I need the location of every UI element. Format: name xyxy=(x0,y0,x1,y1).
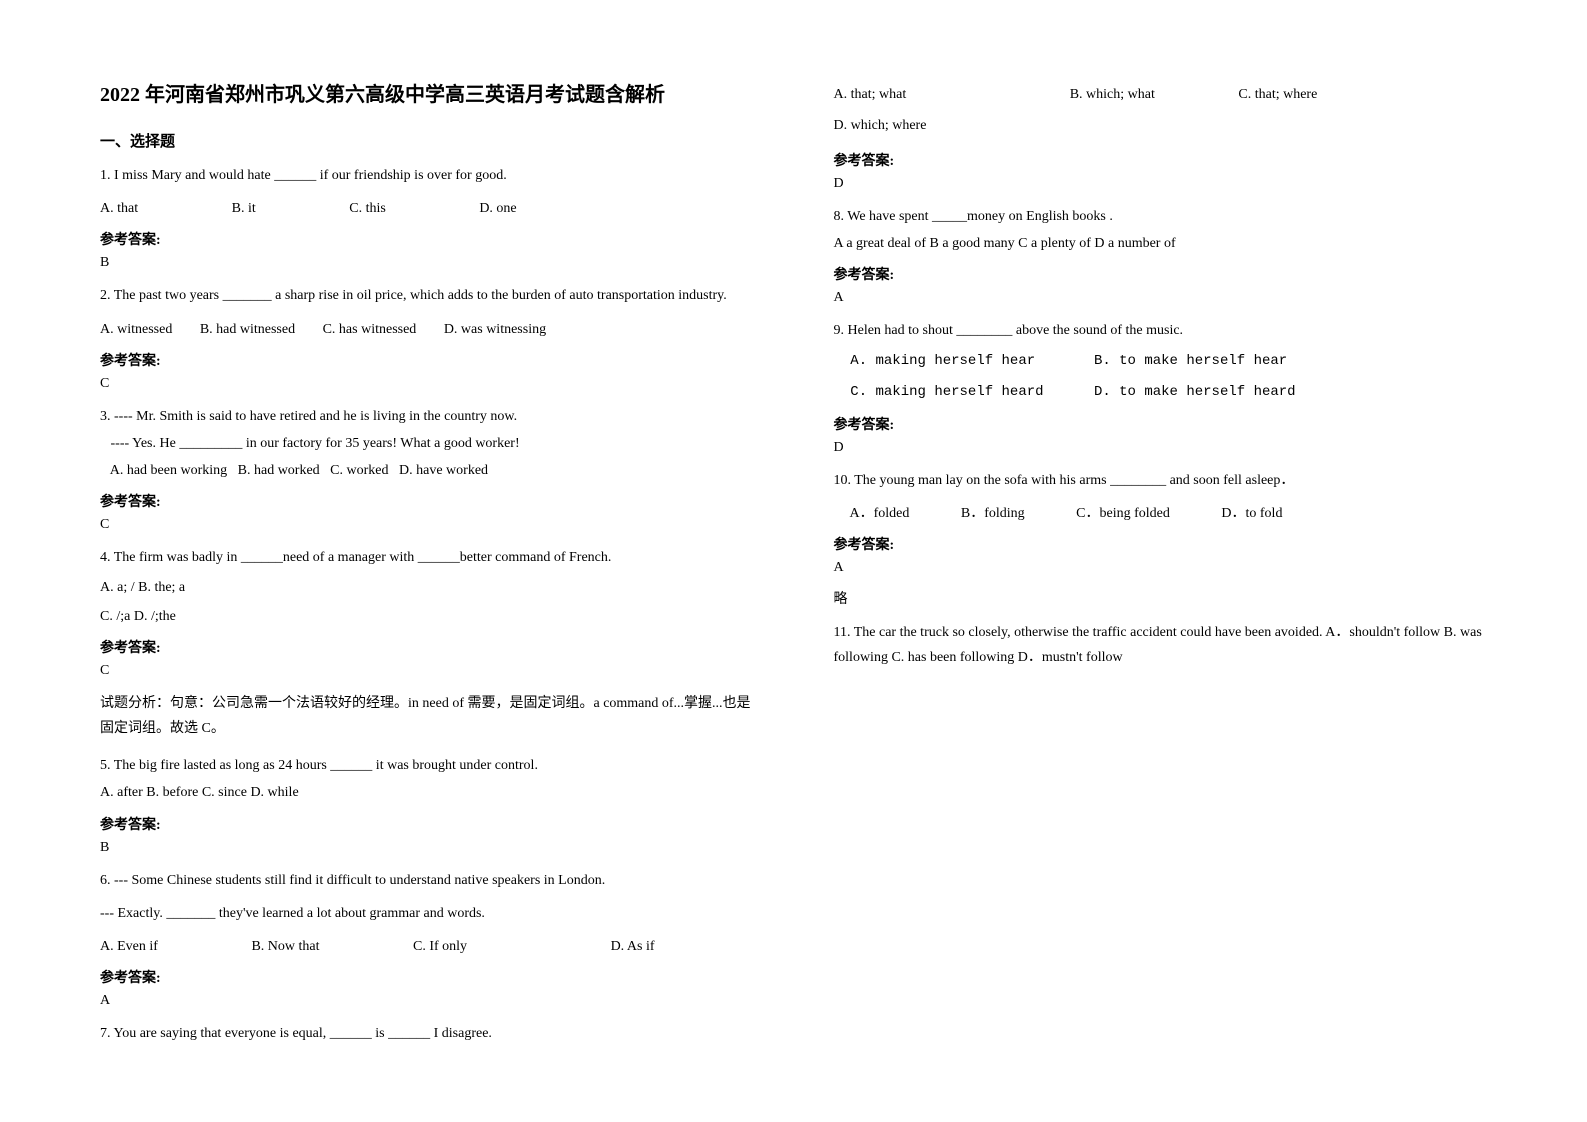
q1-opt-b: B. it xyxy=(232,196,256,221)
q10-opt-c: C．being folded xyxy=(1076,501,1170,526)
exam-title: 2022 年河南省郑州市巩义第六高级中学高三英语月考试题含解析 xyxy=(100,80,754,110)
q1-opt-d: D. one xyxy=(479,196,516,221)
q4-line2: A. a; / B. the; a xyxy=(100,575,754,600)
q5-answer: B xyxy=(100,840,754,856)
q1-opt-c: C. this xyxy=(349,196,386,221)
q3-line2: ---- Yes. He _________ in our factory fo… xyxy=(100,431,754,456)
q6-opt-a: A. Even if xyxy=(100,934,158,959)
q5-options: A. after B. before C. since D. while xyxy=(100,780,754,805)
q4-text: 4. The firm was badly in ______need of a… xyxy=(100,545,754,570)
q3-line1: 3. ---- Mr. Smith is said to have retire… xyxy=(100,404,754,429)
q7-opt-b: B. which; what xyxy=(1070,80,1155,111)
page-container: 2022 年河南省郑州市巩义第六高级中学高三英语月考试题含解析 一、选择题 1.… xyxy=(100,80,1487,1082)
q6-options: A. Even if B. Now that C. If only D. As … xyxy=(100,934,754,959)
q4-answer-label: 参考答案: xyxy=(100,637,754,657)
q3-line3: A. had been working B. had worked C. wor… xyxy=(100,458,754,483)
q2-opt-b: B. had witnessed xyxy=(200,317,295,342)
q2-options: A. witnessed B. had witnessed C. has wit… xyxy=(100,317,754,342)
q6-line2: --- Exactly. _______ they've learned a l… xyxy=(100,901,754,926)
q10-answer-label: 参考答案: xyxy=(834,534,1488,554)
q7-options: A. that; what B. which; what C. that; wh… xyxy=(834,80,1488,142)
q8-answer-label: 参考答案: xyxy=(834,264,1488,284)
q7-opt-a: A. that; what xyxy=(834,80,907,111)
q4-explanation: 试题分析：句意：公司急需一个法语较好的经理。in need of 需要，是固定词… xyxy=(100,691,754,741)
q1-answer-label: 参考答案: xyxy=(100,229,754,249)
q7-text: 7. You are saying that everyone is equal… xyxy=(100,1021,754,1046)
section-header: 一、选择题 xyxy=(100,130,754,151)
q1-text: 1. I miss Mary and would hate ______ if … xyxy=(100,163,754,188)
q10-text: 10. The young man lay on the sofa with h… xyxy=(834,468,1488,493)
q2-opt-c: C. has witnessed xyxy=(323,317,417,342)
q9-answer: D xyxy=(834,440,1488,456)
q4-answer: C xyxy=(100,663,754,679)
q7-opt-c: C. that; where xyxy=(1238,80,1317,111)
q10-opt-d: D．to fold xyxy=(1221,501,1282,526)
q1-opt-a: A. that xyxy=(100,196,138,221)
q3-answer: C xyxy=(100,517,754,533)
q10-options: A．folded B．folding C．being folded D．to f… xyxy=(834,501,1488,526)
q10-answer: A xyxy=(834,560,1488,576)
q8-text: 8. We have spent _____money on English b… xyxy=(834,204,1488,229)
q2-opt-a: A. witnessed xyxy=(100,317,172,342)
q6-line1: 6. --- Some Chinese students still find … xyxy=(100,868,754,893)
q9-text: 9. Helen had to shout ________ above the… xyxy=(834,318,1488,343)
q10-note: 略 xyxy=(834,588,1488,608)
q5-text: 5. The big fire lasted as long as 24 hou… xyxy=(100,753,754,778)
q11-text: 11. The car the truck so closely, otherw… xyxy=(834,620,1488,670)
q6-opt-d: D. As if xyxy=(611,934,655,959)
q9-line3: C. making herself heard D. to make herse… xyxy=(834,380,1488,405)
q6-answer-label: 参考答案: xyxy=(100,967,754,987)
q6-opt-c: C. If only xyxy=(413,934,467,959)
q2-answer: C xyxy=(100,376,754,392)
q9-answer-label: 参考答案: xyxy=(834,414,1488,434)
q6-answer: A xyxy=(100,993,754,1009)
q8-answer: A xyxy=(834,290,1488,306)
q1-options: A. that B. it C. this D. one xyxy=(100,196,754,221)
q10-opt-a: A．folded xyxy=(850,501,910,526)
q2-answer-label: 参考答案: xyxy=(100,350,754,370)
q7-opt-d: D. which; where xyxy=(834,111,927,142)
q6-opt-b: B. Now that xyxy=(251,934,319,959)
q10-opt-b: B．folding xyxy=(961,501,1025,526)
q8-options: A a great deal of B a good many C a plen… xyxy=(834,231,1488,256)
q4-line3: C. /;a D. /;the xyxy=(100,604,754,629)
q2-text: 2. The past two years _______ a sharp ri… xyxy=(100,283,754,308)
q1-answer: B xyxy=(100,255,754,271)
q7-answer: D xyxy=(834,176,1488,192)
q2-opt-d: D. was witnessing xyxy=(444,317,546,342)
q5-answer-label: 参考答案: xyxy=(100,814,754,834)
q3-answer-label: 参考答案: xyxy=(100,491,754,511)
q7-answer-label: 参考答案: xyxy=(834,150,1488,170)
q9-line2: A. making herself hear B. to make hersel… xyxy=(834,349,1488,374)
